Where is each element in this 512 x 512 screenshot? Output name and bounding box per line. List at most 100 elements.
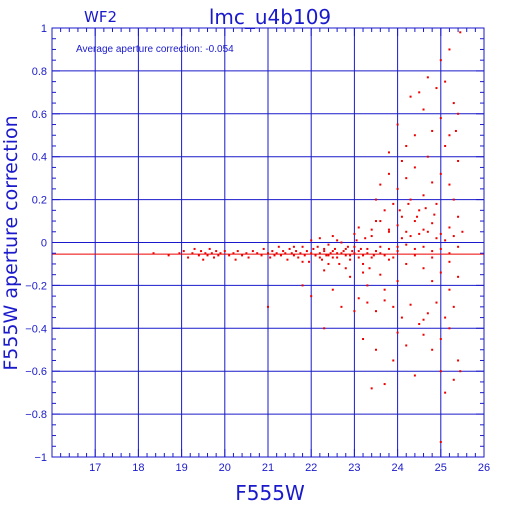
data-point — [448, 327, 451, 330]
data-point — [247, 256, 250, 259]
data-point — [413, 374, 416, 377]
data-point — [383, 254, 386, 257]
y-tick-label: 0.4 — [32, 152, 47, 164]
data-point — [325, 254, 328, 257]
data-point — [316, 245, 319, 248]
data-point — [396, 280, 399, 283]
data-point — [353, 310, 356, 313]
y-tick-label: 0.6 — [32, 109, 47, 121]
data-point — [327, 254, 330, 257]
data-point — [387, 228, 390, 231]
data-point — [400, 237, 403, 240]
data-point — [431, 280, 434, 283]
data-point — [344, 254, 347, 257]
data-point — [424, 207, 427, 210]
data-point — [206, 254, 209, 257]
data-point — [284, 252, 287, 255]
data-point — [435, 237, 438, 240]
data-point — [323, 250, 326, 253]
data-point — [409, 235, 412, 238]
data-point — [193, 247, 196, 250]
data-point — [228, 254, 231, 257]
data-point — [459, 370, 462, 373]
data-point — [217, 254, 220, 257]
data-point — [439, 271, 442, 274]
data-point — [396, 224, 399, 227]
data-point — [353, 232, 356, 235]
data-point — [457, 215, 460, 218]
data-point — [375, 310, 377, 313]
x-tick-labels: 17 18 19 20 21 22 23 24 25 26 — [89, 462, 490, 474]
x-tick-label: 18 — [132, 462, 144, 474]
data-point — [413, 247, 416, 250]
data-point — [400, 215, 403, 218]
data-point — [210, 252, 213, 255]
x-tick-label: 19 — [175, 462, 187, 474]
data-point — [444, 80, 447, 83]
data-point — [431, 348, 434, 351]
data-point — [422, 318, 425, 321]
x-tick-label: 25 — [435, 462, 447, 474]
data-point — [387, 172, 390, 175]
data-point — [375, 220, 377, 223]
data-point — [383, 209, 386, 212]
data-point — [422, 108, 425, 111]
data-point — [187, 256, 190, 259]
data-point — [288, 247, 291, 250]
data-point — [295, 250, 298, 253]
data-point — [256, 252, 259, 255]
data-point — [271, 250, 274, 253]
data-point — [349, 254, 352, 257]
data-point — [418, 91, 421, 94]
data-point — [387, 151, 390, 154]
data-points — [152, 31, 464, 443]
data-point — [426, 76, 429, 79]
x-axis-label: F555W — [235, 481, 305, 505]
data-point — [400, 316, 403, 319]
data-point — [387, 258, 390, 261]
data-point — [197, 254, 200, 257]
grid-lines — [52, 28, 484, 457]
y-tick-label: −1 — [34, 452, 47, 464]
y-tick-label: 1 — [41, 23, 47, 35]
data-point — [292, 245, 295, 248]
tick-marks — [51, 27, 485, 458]
data-point — [318, 256, 321, 259]
data-point — [292, 254, 295, 257]
data-point — [444, 316, 447, 319]
data-point — [202, 258, 205, 261]
x-tick-label: 24 — [391, 462, 403, 474]
data-point — [409, 198, 412, 201]
data-point — [413, 166, 416, 169]
data-point — [323, 269, 326, 272]
data-point — [422, 267, 425, 270]
data-point — [400, 159, 403, 162]
data-point — [310, 295, 313, 298]
x-tick-label: 17 — [89, 462, 101, 474]
data-point — [329, 252, 332, 255]
data-point — [346, 245, 349, 248]
data-point — [336, 239, 339, 242]
data-point — [379, 252, 382, 255]
data-point — [452, 305, 455, 308]
data-point — [435, 202, 438, 205]
data-point — [314, 254, 317, 257]
data-point — [178, 252, 181, 255]
data-point — [454, 129, 457, 132]
data-point — [301, 245, 304, 248]
data-point — [431, 181, 434, 184]
data-point — [340, 252, 343, 255]
data-point — [340, 305, 343, 308]
data-point — [413, 220, 416, 223]
x-tick-label: 23 — [348, 462, 360, 474]
x-tick-label: 26 — [478, 462, 490, 474]
data-point — [282, 250, 285, 253]
data-point — [336, 252, 339, 255]
data-point — [396, 187, 399, 190]
data-point — [310, 252, 313, 255]
data-point — [262, 247, 265, 250]
y-tick-label: 0.2 — [32, 195, 47, 207]
data-point — [452, 378, 455, 381]
data-point — [362, 338, 365, 341]
